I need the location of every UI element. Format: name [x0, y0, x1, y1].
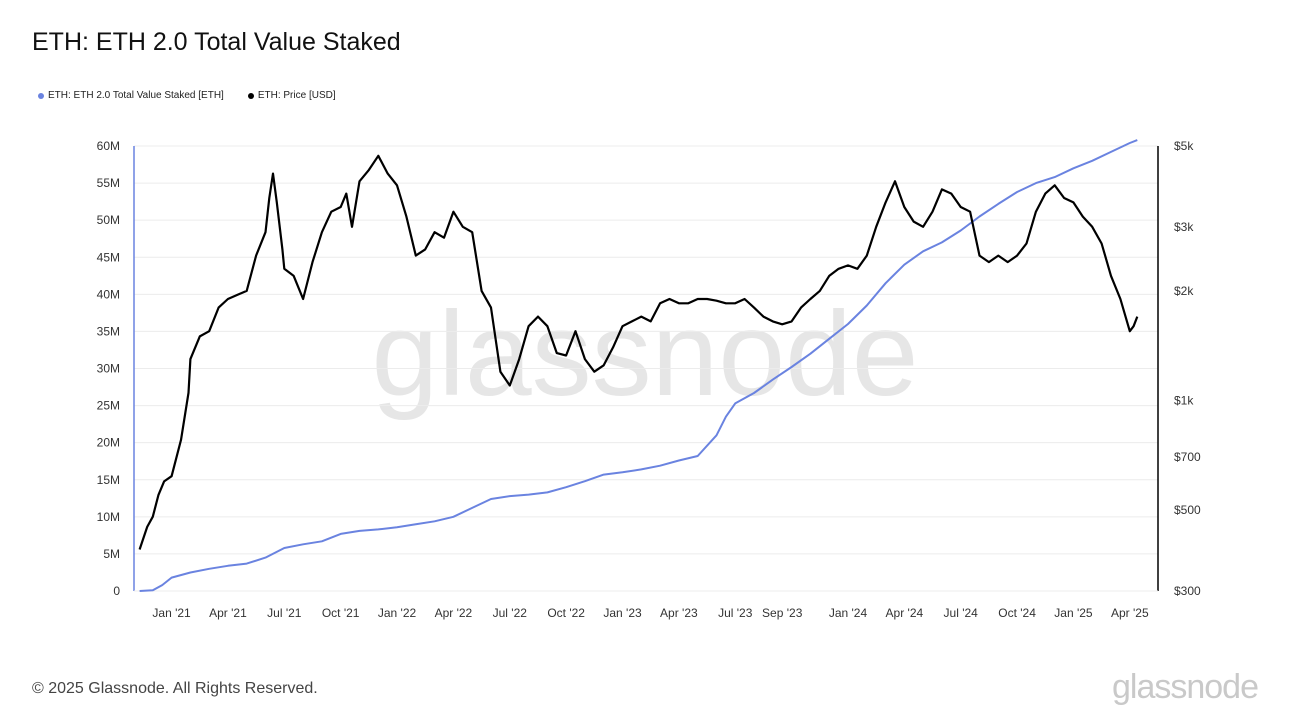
grid-lines: [134, 145, 1158, 592]
x-tick-label: Apr '21: [209, 606, 247, 620]
brand-logo: glassnode: [1111, 668, 1259, 706]
x-tick-label: Oct '22: [547, 606, 585, 620]
chart-watermark: glassnode: [371, 287, 918, 421]
y-right-tick-label: $700: [1174, 450, 1201, 464]
legend-dot-staked: [38, 92, 44, 99]
legend-item-staked[interactable]: ETH: ETH 2.0 Total Value Staked [ETH]: [38, 90, 224, 101]
x-tick-label: Oct '21: [322, 606, 360, 620]
x-tick-label: Apr '22: [435, 606, 473, 620]
x-tick-label: Jul '24: [944, 606, 979, 620]
legend-dot-price: [247, 92, 254, 99]
y-right-tick-label: $500: [1174, 503, 1201, 517]
x-tick-label: Apr '23: [660, 606, 698, 620]
x-tick-label: Apr '24: [886, 606, 924, 620]
y-right-tick-label: $3k: [1174, 220, 1194, 234]
y-left-tick-label: 10M: [97, 510, 120, 524]
y-left-tick-label: 55M: [97, 176, 120, 190]
y-left-tick-label: 5M: [103, 547, 120, 561]
x-tick-label: Jul '22: [493, 606, 528, 620]
y-right-tick-label: $300: [1174, 584, 1201, 598]
x-tick-label: Jan '23: [603, 606, 642, 620]
legend: ETH: ETH 2.0 Total Value Staked [ETH] ET…: [38, 90, 336, 101]
y-left-tick-label: 35M: [97, 324, 120, 338]
series-line-price: [138, 154, 1139, 550]
y-right-tick-label: $1k: [1174, 394, 1194, 408]
y-left-tick-label: 15M: [97, 473, 120, 487]
legend-label-price: ETH: Price [USD]: [257, 90, 336, 101]
series-group: [138, 139, 1139, 592]
x-tick-label: Apr '25: [1111, 606, 1149, 620]
y-right-tick-label: $2k: [1174, 284, 1194, 298]
y-left-tick-label: 0: [113, 584, 120, 598]
copyright: © 2025 Glassnode. All Rights Reserved.: [32, 680, 318, 697]
page-title: ETH: ETH 2.0 Total Value Staked: [32, 28, 401, 56]
x-axis: Jan '21 Apr '21 Jul '21 Oct '21 Jan '22 Apr '…: [134, 590, 1158, 620]
y-left-tick-label: 50M: [97, 213, 120, 227]
y-right-tick-label: $5k: [1174, 139, 1194, 153]
y-left-tick-label: 60M: [97, 139, 120, 153]
x-tick-label: Jul '23: [718, 606, 753, 620]
legend-item-price[interactable]: ETH: Price [USD]: [247, 90, 336, 101]
x-tick-label: Jan '25: [1054, 606, 1093, 620]
y-left-tick-label: 45M: [97, 250, 120, 264]
legend-label-staked: ETH: ETH 2.0 Total Value Staked [ETH]: [48, 90, 224, 101]
x-tick-label: Jul '21: [267, 606, 302, 620]
x-tick-label: Sep '23: [762, 606, 803, 620]
x-tick-label: Jan '22: [378, 606, 417, 620]
y-left-tick-label: 25M: [97, 399, 120, 413]
x-tick-label: Jan '24: [829, 606, 868, 620]
x-tick-label: Jan '21: [152, 606, 191, 620]
y-left-tick-label: 30M: [97, 362, 120, 376]
right-axis: $300 $500 $700 $1k $2k $3k $5k: [1157, 139, 1201, 598]
x-tick-label: Oct '24: [998, 606, 1036, 620]
left-axis: 0 5M 10M 15M 20M 25M 30M 35M 40M 45M 50M 55M 60M: [97, 139, 135, 598]
y-left-tick-label: 20M: [97, 436, 120, 450]
y-left-tick-label: 40M: [97, 287, 120, 301]
